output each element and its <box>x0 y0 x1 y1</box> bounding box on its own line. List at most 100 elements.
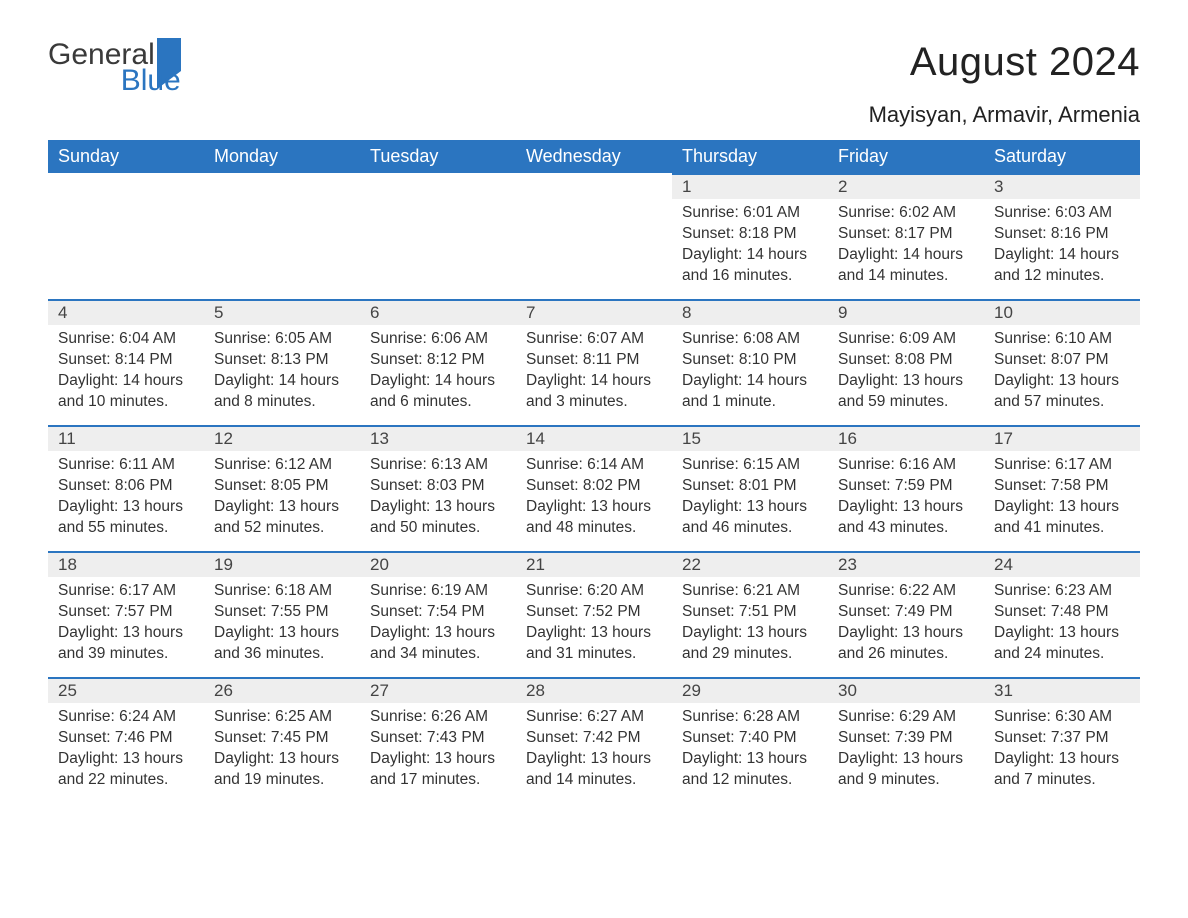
day-number: 27 <box>360 677 516 703</box>
sunset-value: 8:08 PM <box>895 351 953 368</box>
sunset-value: 8:18 PM <box>739 225 797 242</box>
sunset-label: Sunset: <box>838 225 895 242</box>
sunset-line: Sunset: 7:39 PM <box>838 728 974 749</box>
calendar-cell: 18Sunrise: 6:17 AMSunset: 7:57 PMDayligh… <box>48 551 204 677</box>
sunset-line: Sunset: 7:45 PM <box>214 728 350 749</box>
daylight-label: Daylight: <box>994 624 1059 641</box>
day-details: Sunrise: 6:14 AMSunset: 8:02 PMDaylight:… <box>516 451 672 539</box>
sunrise-value: 6:30 AM <box>1055 708 1112 725</box>
daylight-label: Daylight: <box>838 498 903 515</box>
daylight-label: Daylight: <box>994 372 1059 389</box>
sunset-line: Sunset: 7:58 PM <box>994 476 1130 497</box>
sunrise-label: Sunrise: <box>58 456 119 473</box>
sunrise-value: 6:09 AM <box>899 330 956 347</box>
sunrise-line: Sunrise: 6:30 AM <box>994 707 1130 728</box>
day-number: 19 <box>204 551 360 577</box>
sunset-label: Sunset: <box>58 729 115 746</box>
calendar-cell: 11Sunrise: 6:11 AMSunset: 8:06 PMDayligh… <box>48 425 204 551</box>
day-details: Sunrise: 6:30 AMSunset: 7:37 PMDaylight:… <box>984 703 1140 791</box>
day-details: Sunrise: 6:09 AMSunset: 8:08 PMDaylight:… <box>828 325 984 413</box>
sunrise-line: Sunrise: 6:04 AM <box>58 329 194 350</box>
sunrise-value: 6:01 AM <box>743 204 800 221</box>
sunrise-line: Sunrise: 6:07 AM <box>526 329 662 350</box>
calendar-cell: 30Sunrise: 6:29 AMSunset: 7:39 PMDayligh… <box>828 677 984 803</box>
sunset-value: 7:54 PM <box>427 603 485 620</box>
sunset-line: Sunset: 8:12 PM <box>370 350 506 371</box>
calendar-cell: 24Sunrise: 6:23 AMSunset: 7:48 PMDayligh… <box>984 551 1140 677</box>
day-number: 14 <box>516 425 672 451</box>
sunset-label: Sunset: <box>526 729 583 746</box>
sunrise-label: Sunrise: <box>526 708 587 725</box>
sunrise-value: 6:14 AM <box>587 456 644 473</box>
day-details: Sunrise: 6:20 AMSunset: 7:52 PMDaylight:… <box>516 577 672 665</box>
sunset-line: Sunset: 7:57 PM <box>58 602 194 623</box>
sunrise-label: Sunrise: <box>994 456 1055 473</box>
calendar-cell: 25Sunrise: 6:24 AMSunset: 7:46 PMDayligh… <box>48 677 204 803</box>
sunrise-line: Sunrise: 6:05 AM <box>214 329 350 350</box>
sunset-value: 7:58 PM <box>1051 477 1109 494</box>
sunrise-value: 6:05 AM <box>275 330 332 347</box>
sunset-value: 8:12 PM <box>427 351 485 368</box>
calendar-cell <box>204 173 360 299</box>
sunrise-label: Sunrise: <box>526 582 587 599</box>
day-number: 24 <box>984 551 1140 577</box>
sunrise-line: Sunrise: 6:19 AM <box>370 581 506 602</box>
daylight-line: Daylight: 13 hours and 43 minutes. <box>838 497 974 539</box>
sunrise-line: Sunrise: 6:12 AM <box>214 455 350 476</box>
day-number: 6 <box>360 299 516 325</box>
sunrise-value: 6:26 AM <box>431 708 488 725</box>
sunset-label: Sunset: <box>58 351 115 368</box>
sunrise-label: Sunrise: <box>994 582 1055 599</box>
sunset-line: Sunset: 7:54 PM <box>370 602 506 623</box>
sunrise-value: 6:12 AM <box>275 456 332 473</box>
sunrise-label: Sunrise: <box>214 330 275 347</box>
day-details: Sunrise: 6:28 AMSunset: 7:40 PMDaylight:… <box>672 703 828 791</box>
sunset-line: Sunset: 7:59 PM <box>838 476 974 497</box>
sunrise-label: Sunrise: <box>838 708 899 725</box>
sunrise-value: 6:15 AM <box>743 456 800 473</box>
daylight-line: Daylight: 13 hours and 19 minutes. <box>214 749 350 791</box>
calendar-cell: 19Sunrise: 6:18 AMSunset: 7:55 PMDayligh… <box>204 551 360 677</box>
sunset-label: Sunset: <box>370 477 427 494</box>
location-subtitle: Mayisyan, Armavir, Armenia <box>48 102 1140 128</box>
sunrise-value: 6:18 AM <box>275 582 332 599</box>
sunrise-label: Sunrise: <box>994 708 1055 725</box>
day-details: Sunrise: 6:23 AMSunset: 7:48 PMDaylight:… <box>984 577 1140 665</box>
sunset-value: 8:10 PM <box>739 351 797 368</box>
daylight-label: Daylight: <box>214 372 279 389</box>
calendar-week-row: 1Sunrise: 6:01 AMSunset: 8:18 PMDaylight… <box>48 173 1140 299</box>
sunset-line: Sunset: 8:10 PM <box>682 350 818 371</box>
sunrise-line: Sunrise: 6:28 AM <box>682 707 818 728</box>
sunset-value: 7:45 PM <box>271 729 329 746</box>
sunset-value: 8:17 PM <box>895 225 953 242</box>
sunrise-line: Sunrise: 6:14 AM <box>526 455 662 476</box>
day-number: 9 <box>828 299 984 325</box>
sunrise-line: Sunrise: 6:03 AM <box>994 203 1130 224</box>
sunrise-value: 6:28 AM <box>743 708 800 725</box>
weekday-header: Friday <box>828 140 984 173</box>
sunset-label: Sunset: <box>838 603 895 620</box>
daylight-label: Daylight: <box>682 498 747 515</box>
sunset-value: 8:07 PM <box>1051 351 1109 368</box>
sunset-value: 8:14 PM <box>115 351 173 368</box>
sunrise-value: 6:17 AM <box>119 582 176 599</box>
sunset-value: 7:57 PM <box>115 603 173 620</box>
day-details: Sunrise: 6:22 AMSunset: 7:49 PMDaylight:… <box>828 577 984 665</box>
day-number: 8 <box>672 299 828 325</box>
sunrise-line: Sunrise: 6:01 AM <box>682 203 818 224</box>
sunset-value: 7:48 PM <box>1051 603 1109 620</box>
sunset-value: 8:11 PM <box>583 351 640 368</box>
day-details: Sunrise: 6:17 AMSunset: 7:57 PMDaylight:… <box>48 577 204 665</box>
sunrise-label: Sunrise: <box>682 204 743 221</box>
calendar-cell: 14Sunrise: 6:14 AMSunset: 8:02 PMDayligh… <box>516 425 672 551</box>
daylight-label: Daylight: <box>214 624 279 641</box>
daylight-label: Daylight: <box>526 750 591 767</box>
daylight-line: Daylight: 13 hours and 7 minutes. <box>994 749 1130 791</box>
sunset-line: Sunset: 8:07 PM <box>994 350 1130 371</box>
day-number: 16 <box>828 425 984 451</box>
sunset-label: Sunset: <box>838 477 895 494</box>
daylight-label: Daylight: <box>370 498 435 515</box>
sunrise-value: 6:17 AM <box>1055 456 1112 473</box>
calendar-week-row: 18Sunrise: 6:17 AMSunset: 7:57 PMDayligh… <box>48 551 1140 677</box>
day-number: 5 <box>204 299 360 325</box>
